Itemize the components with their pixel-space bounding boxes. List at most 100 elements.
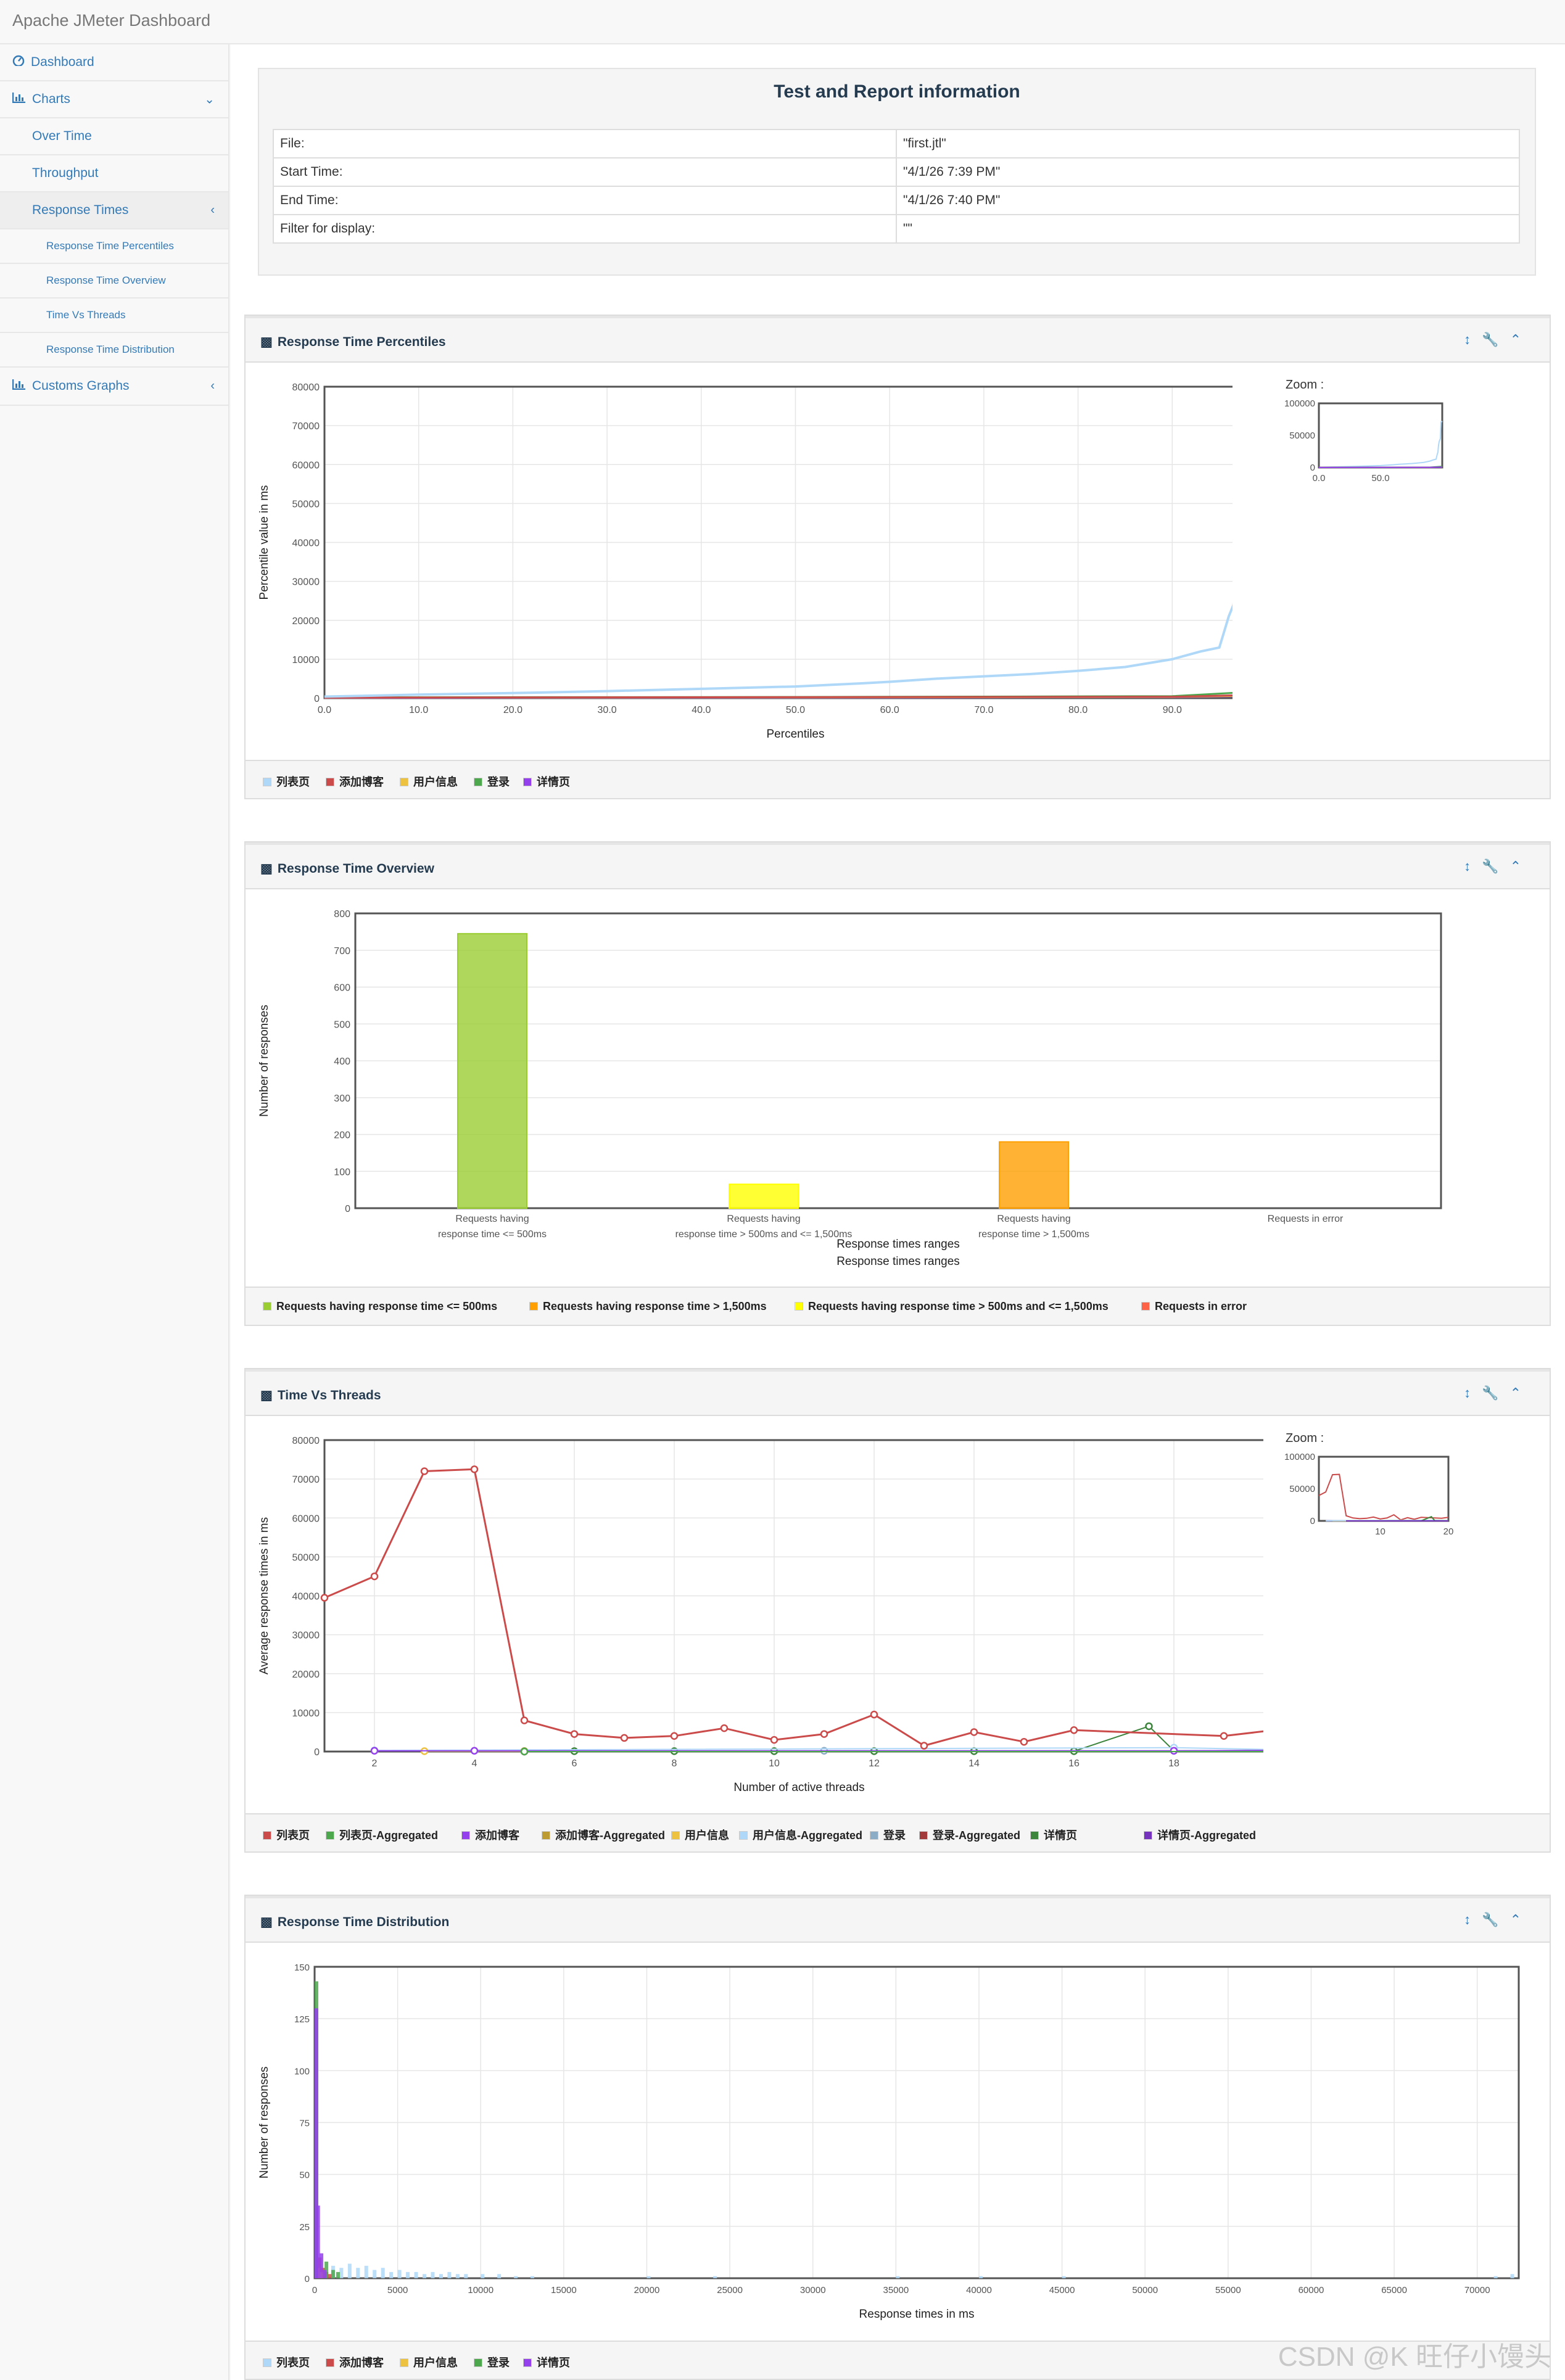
sidebar-item-response-times[interactable]: Response Times ‹ [0, 192, 228, 229]
chart-legend: 列表页 列表页-Aggregated 添加博客 添加博客-Aggregated 用户信息… [246, 1813, 1550, 1851]
legend-item[interactable]: 列表页 [263, 2354, 310, 2370]
toggle-height-icon[interactable]: ↕ [1464, 859, 1482, 874]
x-tick-label: 20.0 [503, 705, 522, 715]
legend-swatch [1030, 1831, 1039, 1840]
legend-item[interactable]: 登录 [870, 1827, 906, 1843]
legend-item[interactable]: 详情页 [523, 773, 570, 789]
y-tick-label: 0 [314, 1747, 320, 1758]
data-point [370, 1572, 379, 1581]
legend-item[interactable]: 添加博客-Aggregated [542, 1827, 665, 1843]
legend-label: 用户信息 [413, 2357, 458, 2369]
x-tick-label: 5000 [387, 2285, 408, 2296]
x-tick-label: 15000 [551, 2285, 577, 2296]
x-tick-label: 0 [312, 2285, 317, 2296]
legend-item[interactable]: Requests having response time <= 500ms [263, 1300, 497, 1313]
legend-item[interactable]: 详情页-Aggregated [1144, 1827, 1256, 1843]
toggle-height-icon[interactable]: ↕ [1464, 1385, 1482, 1401]
sidebar-item-response-time-overview[interactable]: Response Time Overview [0, 264, 228, 299]
legend-item[interactable]: 列表页-Aggregated [326, 1827, 438, 1843]
legend-item[interactable]: Requests having response time > 1,500ms [529, 1300, 767, 1313]
legend-item[interactable]: 用户信息-Aggregated [739, 1827, 862, 1843]
y-tick-label: 30000 [292, 577, 320, 588]
app-title[interactable]: Apache JMeter Dashboard [12, 11, 211, 30]
collapse-icon[interactable]: ⌃ [1509, 1912, 1532, 1927]
data-point [720, 1724, 729, 1732]
legend-item[interactable]: 登录 [474, 2354, 510, 2370]
sidebar-item-customs-graphs[interactable]: Customs Graphs ‹ [0, 368, 228, 406]
legend-item[interactable]: 用户信息 [400, 2354, 458, 2370]
percentiles-zoom-chart[interactable]: 0 50000 100000 0.0 50.0 [1282, 396, 1467, 495]
legend-swatch [739, 1831, 748, 1840]
panel-response-time-overview: ▩ Response Time Overview ↕🔧⌃ 0 100 200 300 40… [244, 841, 1551, 1326]
distribution-chart[interactable]: 0 25 50 75 100 125 150 0 5000 10000 15000 20000 2500… [246, 1945, 1547, 2334]
panel-title: Time Vs Threads [277, 1388, 381, 1402]
bar [531, 2276, 535, 2278]
row-key: File: [273, 129, 897, 159]
x-tick-label: 65000 [1381, 2285, 1407, 2296]
legend-item[interactable]: 添加博客 [326, 2354, 384, 2370]
legend-item[interactable]: Requests having response time > 500ms an… [795, 1300, 1109, 1313]
toggle-height-icon[interactable]: ↕ [1464, 332, 1482, 347]
chevron-left-icon: ‹ [210, 379, 215, 393]
x-tick-label: Requests having [455, 1214, 529, 1224]
series-line [374, 1747, 1263, 1752]
bar [356, 2268, 360, 2278]
data-point [670, 1732, 679, 1740]
percentiles-chart[interactable]: 0 10000 20000 30000 40000 50000 60000 70000 8000… [246, 365, 1233, 747]
chevron-left-icon: ‹ [210, 203, 215, 217]
legend-item[interactable]: 用户信息 [400, 773, 458, 789]
bar [347, 2263, 352, 2278]
legend-item[interactable]: 登录-Aggregated [919, 1827, 1020, 1843]
legend-label: 用户信息 [413, 776, 458, 788]
sidebar-item-throughput[interactable]: Throughput [0, 155, 228, 192]
bar [328, 2274, 332, 2278]
legend-item[interactable]: 列表页 [263, 1827, 310, 1843]
toggle-height-icon[interactable]: ↕ [1464, 1912, 1482, 1927]
y-tick-label: 200 [334, 1130, 350, 1141]
sidebar-item-over-time[interactable]: Over Time [0, 118, 228, 155]
threads-zoom-chart[interactable]: 0 50000 100000 10 20 [1282, 1449, 1467, 1548]
bar [978, 2276, 983, 2278]
legend-swatch [263, 1302, 271, 1311]
legend-swatch [326, 778, 334, 786]
sidebar-item-response-time-percentiles[interactable]: Response Time Percentiles [0, 229, 228, 264]
sidebar-item-dashboard[interactable]: Dashboard [0, 44, 228, 81]
bar-chart-icon: ▩ [260, 1388, 273, 1402]
zoom-y-tick: 50000 [1289, 1484, 1315, 1494]
legend-item[interactable]: 详情页 [523, 2354, 570, 2370]
sidebar-item-charts[interactable]: Charts ⌄ [0, 81, 228, 118]
legend-swatch [263, 778, 271, 786]
bar [455, 2274, 460, 2278]
zoom-series-line [1318, 421, 1443, 468]
collapse-icon[interactable]: ⌃ [1509, 1385, 1532, 1401]
bar [381, 2268, 385, 2278]
panel-header: ▩ Response Time Percentiles ↕🔧⌃ [246, 316, 1550, 363]
legend-item[interactable]: 添加博客 [461, 1827, 519, 1843]
threads-chart[interactable]: 0 10000 20000 30000 40000 50000 60000 70000 8000… [246, 1419, 1263, 1801]
wrench-icon[interactable]: 🔧 [1482, 859, 1510, 874]
overview-chart[interactable]: 0 100 200 300 400 500 600 700 800 Response times … [246, 892, 1547, 1287]
sidebar: Dashboard Charts ⌄ Over Time Throughput … [0, 44, 229, 2380]
sidebar-item-response-time-distribution[interactable]: Response Time Distribution [0, 333, 228, 368]
x-tick-label: Requests in error [1268, 1214, 1344, 1224]
x-tick-label: 40000 [966, 2285, 992, 2296]
bar [406, 2271, 410, 2278]
collapse-icon[interactable]: ⌃ [1509, 859, 1532, 874]
wrench-icon[interactable]: 🔧 [1482, 1385, 1510, 1401]
bar [336, 2271, 341, 2278]
legend-item[interactable]: 用户信息 [671, 1827, 729, 1843]
data-point [470, 1747, 479, 1755]
legend-item[interactable]: 登录 [474, 773, 510, 789]
wrench-icon[interactable]: 🔧 [1482, 332, 1510, 347]
legend-item[interactable]: Requests in error [1141, 1300, 1247, 1313]
legend-item[interactable]: 添加博客 [326, 773, 384, 789]
legend-item[interactable]: 详情页 [1030, 1827, 1077, 1843]
legend-item[interactable]: 列表页 [263, 773, 310, 789]
collapse-icon[interactable]: ⌃ [1509, 332, 1532, 347]
sidebar-item-time-vs-threads[interactable]: Time Vs Threads [0, 299, 228, 333]
x-tick-label: 6 [572, 1758, 577, 1769]
legend-swatch [542, 1831, 550, 1840]
table-row: Start Time: "4/1/26 7:39 PM" [273, 157, 1520, 187]
legend-swatch [671, 1831, 680, 1840]
wrench-icon[interactable]: 🔧 [1482, 1912, 1510, 1927]
